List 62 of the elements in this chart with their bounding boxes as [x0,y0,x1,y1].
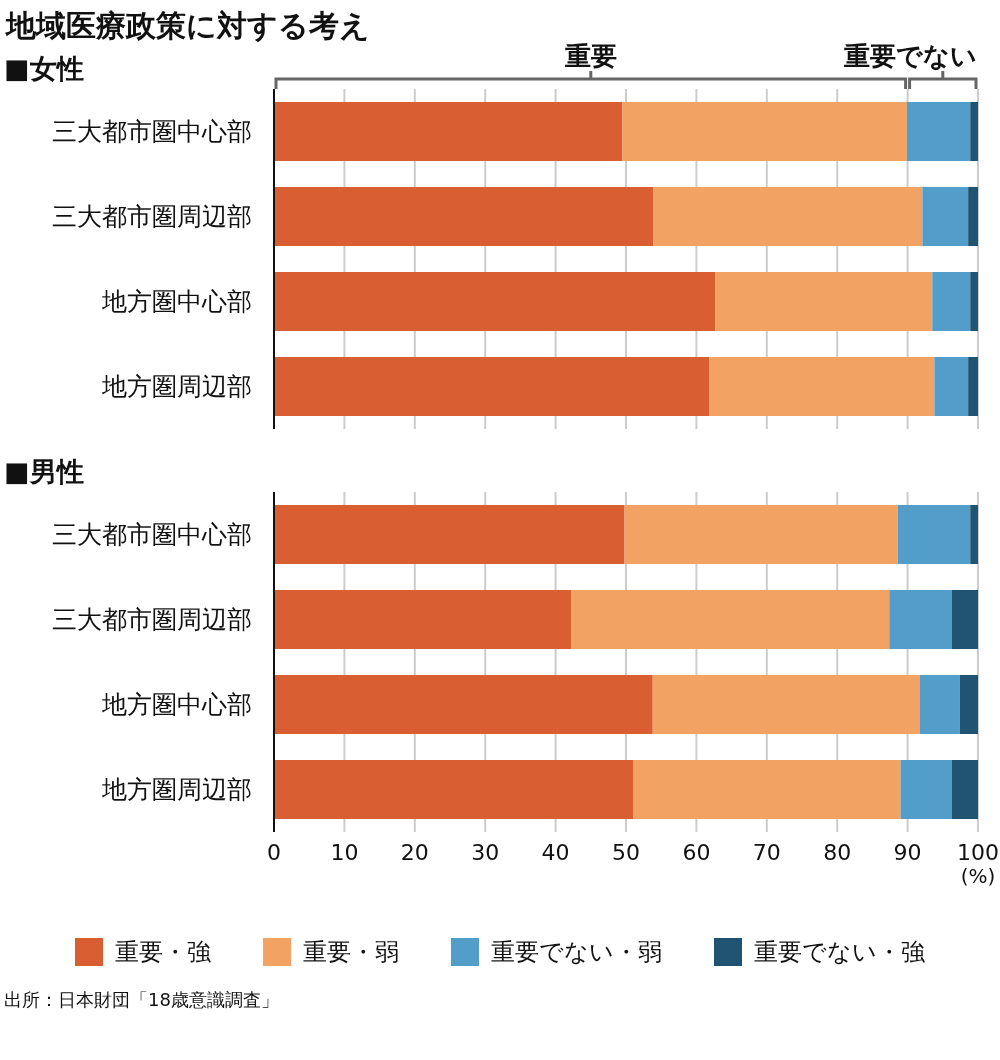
legend-label: 重要でない・弱 [491,937,662,968]
bar [968,187,978,246]
legend-label: 重要・強 [115,937,211,968]
x-tick-label: 100 [957,839,999,865]
y-tick-label: 三大都市圏周辺部 [52,605,252,635]
bar [897,505,971,564]
bar [624,505,898,564]
y-tick-label: 三大都市圏中心部 [52,117,252,147]
bar [652,675,920,734]
x-tick-label: 10 [330,839,359,865]
bar [970,505,978,564]
bar [900,760,952,819]
bar [906,102,971,161]
legend-label: 重要・弱 [303,937,399,968]
bar [274,187,654,246]
bar [959,675,978,734]
text: 出所：日本財団「18歳意識調査」 [3,988,280,1012]
bar [274,760,634,819]
text: 重要でない [842,41,977,71]
x-tick-label: 60 [682,839,711,865]
bar [970,272,978,331]
bar [919,675,960,734]
bar [968,357,978,416]
bar [274,102,623,161]
bar [970,102,978,161]
bar [274,675,653,734]
chart-title: 地域医療政策に対する考え [6,8,370,43]
y-tick-label: 地方圏中心部 [101,690,252,720]
y-tick-label: 地方圏周辺部 [101,775,252,805]
bar [274,357,710,416]
x-tick-label: 30 [471,839,500,865]
bar [274,272,716,331]
x-tick-label: 70 [752,839,781,865]
y-tick-label: 地方圏中心部 [101,287,252,317]
x-tick-label: 20 [400,839,429,865]
bar [709,357,935,416]
bar [932,272,971,331]
bar [633,760,901,819]
bar [571,590,890,649]
bar [622,102,907,161]
bar [951,590,978,649]
text: ■女性 [4,53,84,84]
y-tick-label: 三大都市圏中心部 [52,520,252,550]
x-tick-label: 0 [267,839,281,865]
legend-label: 重要でない・強 [754,937,925,968]
x-axis-title: (%) [959,864,997,888]
bar [951,760,978,819]
x-tick-label: 80 [823,839,852,865]
x-tick-label: 40 [541,839,570,865]
bar [922,187,969,246]
x-tick-label: 50 [612,839,640,865]
y-tick-label: 三大都市圏周辺部 [52,202,252,232]
x-tick-label: 90 [893,839,922,865]
y-tick-label: 地方圏周辺部 [101,372,252,402]
text: 重要 [563,41,617,71]
bar [715,272,933,331]
bar [934,357,969,416]
bar [274,590,572,649]
bar [274,505,625,564]
text: ■男性 [3,455,85,489]
bar [889,590,952,649]
bar [653,187,923,246]
